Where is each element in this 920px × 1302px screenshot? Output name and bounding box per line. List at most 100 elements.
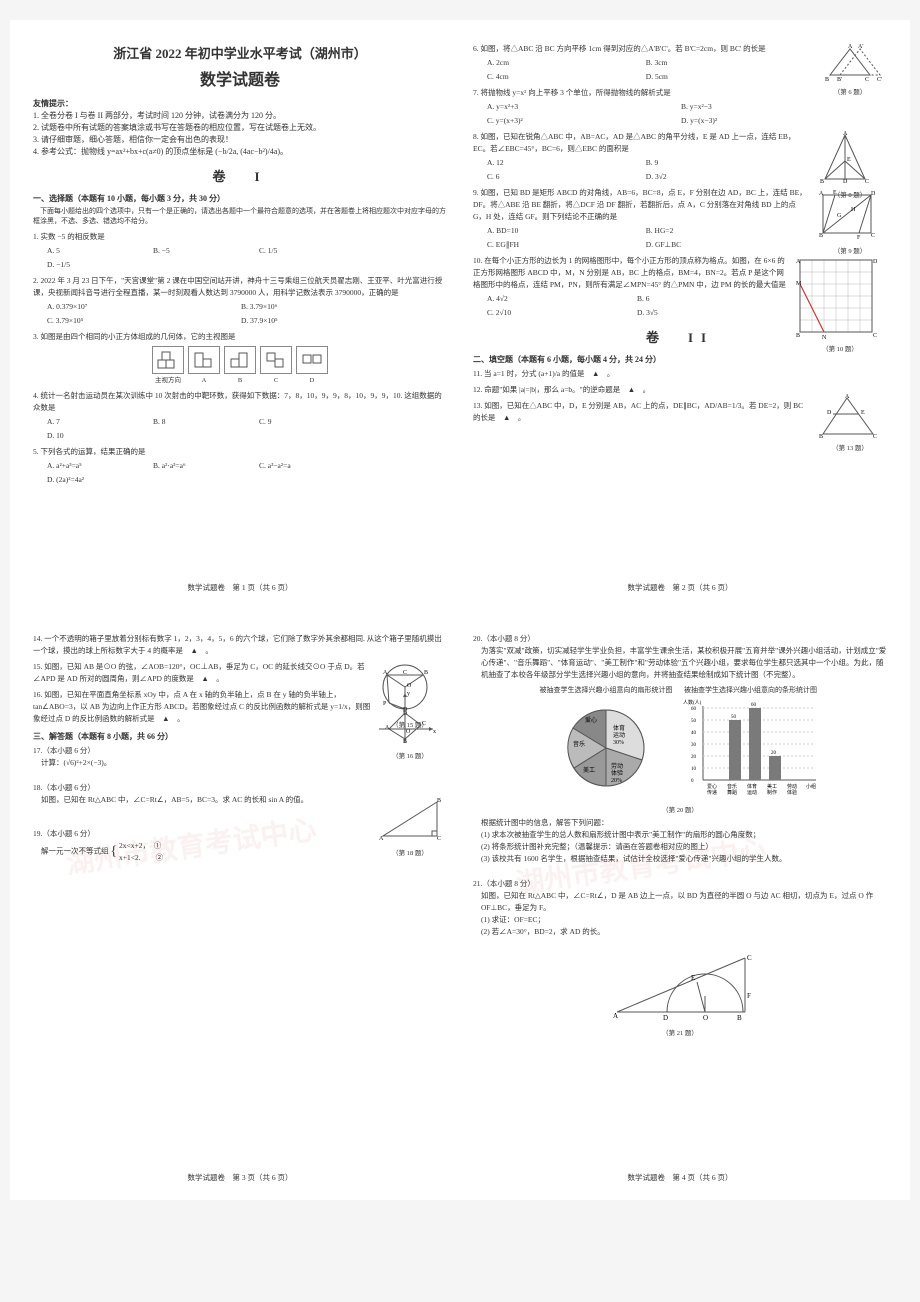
svg-text:C: C [873,434,877,439]
svg-text:60: 60 [691,707,697,712]
svg-text:C: C [403,670,407,676]
svg-text:体验: 体验 [611,769,623,777]
svg-text:20%: 20% [611,778,622,784]
svg-text:10: 10 [691,767,697,772]
q2: 2. 2022 年 3 月 23 日下午，"天宫课堂"第 2 课在中国空间站开讲… [33,275,447,327]
q20-bar-chart: 被抽查学生选择兴趣小组意向的条形统计图 0102030405060 人数(人) … [681,685,821,802]
q11: 11. 当 a=1 时，分式 (a+1)/a 的值是 ▲ 。 [473,368,887,380]
svg-text:F: F [857,235,861,241]
q4: 4. 统计一名射击运动员在某次训练中 10 次射击的中靶环数，获得如下数据：7，… [33,390,447,442]
svg-text:C: C [873,333,877,339]
q1-opt: D. −1/5 [47,259,135,271]
svg-text:C: C [422,721,426,727]
svg-text:A: A [845,394,850,400]
sec1-title: 一、选择题（本题有 10 小题，每小题 3 分，共 30 分） [33,193,447,204]
svg-text:美工: 美工 [583,766,595,774]
svg-text:G: G [837,213,842,219]
q1-opt: B. −5 [153,245,241,257]
q17: 17.（本小题 6 分） 计算：(√6)²+2×(−3)。 [33,745,447,769]
volume-1-header: 卷 I [33,166,447,185]
q14: 14. 一个不透明的箱子里放着分别标有数字 1，2，3，4，5，6 的六个球，它… [33,633,447,657]
q2-opt: C. 3.79×10⁵ [47,315,223,327]
svg-text:y: y [407,691,410,697]
q2-opt: B. 3.79×10⁶ [241,301,417,313]
q1: 1. 实数 −5 的相反数是 A. 5 B. −5 C. 1/5 D. −1/5 [33,231,447,271]
svg-text:D: D [663,1014,668,1022]
page-1: 浙江省 2022 年初中学业水平考试（湖州市） 数学试题卷 友情提示： 1. 全… [25,35,455,595]
q21: 21.（本小题 8 分） 如图，已知在 Rt△ABC 中，∠C=Rt∠，D 是 … [473,878,887,1039]
svg-text:A: A [383,670,388,676]
q5-stem: 5. 下列各式的运算，结果正确的是 [33,446,447,458]
svg-text:C: C [747,954,752,962]
svg-text:B: B [819,233,823,239]
page-4-footer: 数学试题卷 第 4 页（共 6 页） [465,1172,895,1183]
q21-figure: AD OB CE F [605,944,755,1024]
svg-text:60: 60 [751,703,757,708]
sec2-title: 二、填空题（本题有 6 小题，每小题 4 分，共 24 分） [473,354,887,365]
page-2: AA' BB' CC' （第 6 题） 6. 如图，将△ABC 沿 BC 方向平… [465,35,895,595]
svg-text:C: C [865,179,869,185]
q8-figure: A E B D C [815,131,875,186]
notice-line: 1. 全卷分卷 I 与卷 II 两部分，考试时间 120 分钟，试卷满分为 12… [33,110,447,122]
svg-text:运动: 运动 [613,731,625,739]
notice-line: 2. 试题卷中所有试题的答案填涂或书写在答题卷的相应位置，写在试题卷上无效。 [33,122,447,134]
svg-text:劳动: 劳动 [611,762,623,770]
svg-text:爱心: 爱心 [707,783,717,790]
svg-text:M: M [796,281,802,287]
svg-text:x: x [433,729,436,735]
svg-text:C': C' [877,77,882,83]
svg-text:D: D [871,191,876,197]
svg-text:A: A [796,259,801,265]
q2-opt: A. 0.379×10⁷ [47,301,223,313]
svg-text:体育: 体育 [747,783,757,790]
svg-text:O: O [406,729,411,735]
svg-text:D: D [827,410,832,416]
q18: ACB （第 18 题） 18.（本小题 6 分） 如图，已知在 Rt△ABC … [33,782,447,806]
svg-text:F: F [747,992,751,1000]
q16-figure: xy AB CD O [375,689,437,747]
q7: 7. 将抛物线 y=x² 向上平移 3 个单位，所得抛物线的解析式是 A. y=… [473,87,887,127]
page-4: 湖州市教育考试中心 20.（本小题 8 分） 为落实"双减"政策，切实减轻学生学… [465,625,895,1185]
q8: A E B D C （第 8 题） 8. 如图，已知在锐角△ABC 中，AB=A… [473,131,887,183]
page-3: 湖州市教育考试中心 14. 一个不透明的箱子里放着分别标有数字 1，2，3，4，… [25,625,455,1185]
svg-text:D: D [873,259,878,265]
svg-text:A: A [613,1012,618,1020]
svg-text:50: 50 [731,715,737,720]
q2-opt: D. 37.9×10⁵ [241,315,417,327]
svg-text:30%: 30% [613,740,624,746]
svg-text:D: D [403,707,408,713]
q6-figure: AA' BB' CC' [815,43,885,83]
svg-text:H: H [851,207,856,213]
q19: 19.（本小题 6 分） 解一元一次不等式组 { 2x<x+2， ① x+1<2… [33,828,447,864]
title-subject: 数学试题卷 [33,66,447,90]
svg-text:E: E [847,157,851,163]
svg-text:A: A [843,131,848,137]
notice-line: 3. 请仔细审题，细心答题，相信你一定会有出色的表现！ [33,134,447,146]
q3-stem: 3. 如图是由四个相同的小正方体组成的几何体，它的主视图是 [33,331,447,343]
svg-text:50: 50 [691,719,697,724]
q16: xy AB CD O （第 16 题） 16. 如图，已知在平面直角坐标系 xO… [33,689,447,725]
svg-text:C: C [871,233,875,239]
svg-text:爱心: 爱心 [585,716,597,724]
q3-main-view: 主视方向 [152,346,184,386]
svg-text:B': B' [837,77,842,83]
notice-block: 友情提示： 1. 全卷分卷 I 与卷 II 两部分，考试时间 120 分钟，试卷… [33,98,447,158]
svg-text:舞蹈: 舞蹈 [727,789,737,796]
q1-opt: C. 1/5 [259,245,347,257]
svg-text:B: B [796,333,800,339]
notice-line: 4. 参考公式：抛物线 y=ax²+bx+c(a≠0) 的顶点坐标是 (−b/2… [33,146,447,158]
svg-text:E: E [833,190,837,196]
svg-text:制作: 制作 [767,789,777,796]
svg-text:A': A' [858,44,863,50]
page-1-footer: 数学试题卷 第 1 页（共 6 页） [25,582,455,593]
svg-text:40: 40 [691,731,697,736]
q5: 5. 下列各式的运算，结果正确的是 A. a²+a³=a⁵ B. a²·a³=a… [33,446,447,486]
svg-text:30: 30 [691,743,697,748]
q3: 3. 如图是由四个相同的小正方体组成的几何体，它的主视图是 主视方向 A B C… [33,331,447,386]
svg-text:B: B [424,670,428,676]
svg-text:A: A [819,191,824,197]
svg-text:B: B [820,179,824,185]
svg-text:美工: 美工 [767,783,777,790]
title-province: 浙江省 2022 年初中学业水平考试（湖州市） [33,43,447,62]
q20-pie-chart: 被抽查学生选择兴趣小组意向的扇形统计图 体育运动30% 劳动体验20% 美工 音… [540,685,673,802]
